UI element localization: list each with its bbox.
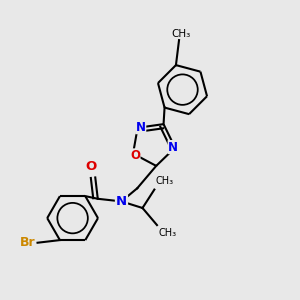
- Text: O: O: [130, 149, 140, 162]
- Text: Br: Br: [20, 236, 36, 249]
- Text: CH₃: CH₃: [156, 176, 174, 187]
- Text: N: N: [136, 121, 146, 134]
- Text: O: O: [86, 160, 97, 173]
- Text: N: N: [168, 141, 178, 154]
- Text: N: N: [116, 195, 127, 208]
- Text: CH₃: CH₃: [171, 28, 190, 39]
- Text: CH₃: CH₃: [158, 228, 177, 238]
